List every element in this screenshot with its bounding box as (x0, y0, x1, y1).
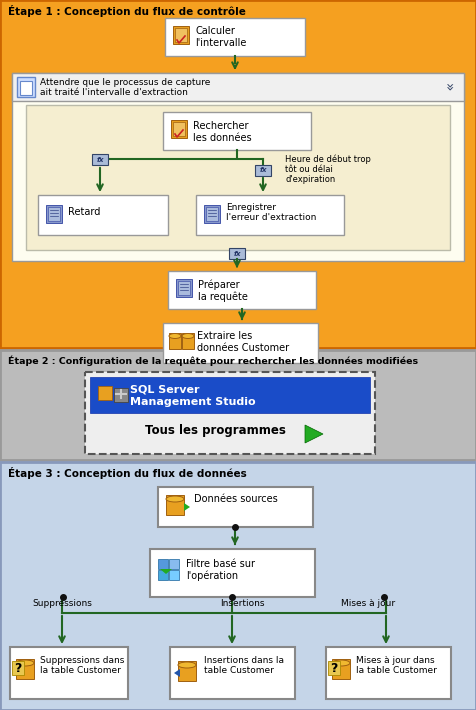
Bar (166, 495, 184, 515)
Bar (171, 120, 187, 138)
Polygon shape (305, 425, 323, 443)
Text: Insertions dans la
table Customer: Insertions dans la table Customer (204, 656, 284, 675)
Ellipse shape (182, 334, 194, 339)
Text: fx: fx (259, 168, 267, 173)
Text: Données sources: Données sources (194, 494, 278, 504)
Text: Tous les programmes: Tous les programmes (145, 424, 286, 437)
Ellipse shape (16, 660, 34, 666)
Bar (48, 207, 60, 221)
Bar (158, 570, 168, 580)
Bar (20, 81, 32, 95)
Bar (158, 487, 313, 527)
Text: Extraire les
données Customer: Extraire les données Customer (197, 331, 289, 353)
Text: »: » (441, 83, 455, 92)
Text: Enregistrer
l'erreur d'extraction: Enregistrer l'erreur d'extraction (226, 203, 317, 222)
Text: Suppressions dans
la table Customer: Suppressions dans la table Customer (40, 656, 124, 675)
Ellipse shape (169, 334, 181, 339)
Text: Suppressions: Suppressions (32, 599, 92, 608)
Bar (98, 386, 112, 400)
Polygon shape (184, 503, 190, 511)
Ellipse shape (166, 496, 184, 502)
Bar (163, 323, 318, 363)
Text: Mises à jour: Mises à jour (341, 599, 395, 608)
Text: ?: ? (14, 662, 22, 674)
Bar (182, 333, 194, 349)
Bar (165, 18, 305, 56)
Bar (175, 28, 187, 42)
Bar (38, 195, 168, 235)
Bar (204, 205, 220, 223)
Bar (169, 559, 179, 569)
Bar (169, 570, 179, 580)
Bar (12, 661, 24, 675)
Text: Retard: Retard (68, 207, 100, 217)
Bar (114, 388, 128, 402)
Bar (158, 559, 168, 569)
Bar (92, 154, 108, 165)
Bar (46, 205, 62, 223)
Text: ?: ? (330, 662, 337, 674)
Bar (10, 647, 128, 699)
Bar (85, 372, 375, 454)
Text: Filtre basé sur
l'opération: Filtre basé sur l'opération (186, 559, 255, 581)
Text: Calculer
l'intervalle: Calculer l'intervalle (195, 26, 247, 48)
Bar (12, 73, 464, 261)
Ellipse shape (332, 660, 350, 666)
Bar (196, 195, 344, 235)
Bar (173, 122, 185, 136)
Bar (0, 0, 476, 348)
Bar (90, 377, 370, 413)
Ellipse shape (178, 662, 196, 668)
Text: fx: fx (233, 251, 241, 256)
Bar (176, 279, 192, 297)
Text: Insertions: Insertions (220, 599, 265, 608)
Bar (0, 462, 476, 710)
Bar (0, 350, 476, 460)
Bar (150, 549, 315, 597)
Polygon shape (174, 669, 180, 677)
Bar (163, 112, 311, 150)
Text: Mises à jour dans
la table Customer: Mises à jour dans la table Customer (356, 656, 437, 675)
Text: Étape 2 : Configuration de la requête pour rechercher les données modifiées: Étape 2 : Configuration de la requête po… (8, 355, 418, 366)
Bar (255, 165, 271, 176)
Text: Préparer
la requête: Préparer la requête (198, 279, 248, 302)
Bar (229, 248, 245, 259)
Text: Étape 1 : Conception du flux de contrôle: Étape 1 : Conception du flux de contrôle (8, 5, 246, 17)
Bar (169, 333, 181, 349)
Text: Attendre que le processus de capture
ait traité l'intervalle d'extraction: Attendre que le processus de capture ait… (40, 78, 210, 97)
Bar (168, 271, 316, 309)
Polygon shape (160, 569, 172, 574)
Bar (173, 26, 189, 44)
Bar (17, 77, 35, 97)
Bar (206, 207, 218, 221)
Bar (178, 661, 196, 681)
Bar (328, 661, 340, 675)
Bar (332, 659, 350, 679)
Text: SQL Server
Management Studio: SQL Server Management Studio (130, 385, 256, 407)
Text: fx: fx (96, 156, 104, 163)
Text: Heure de début trop
tôt ou délai
d'expiration: Heure de début trop tôt ou délai d'expir… (285, 154, 371, 185)
Bar (178, 281, 190, 295)
Bar (170, 647, 295, 699)
Text: Rechercher
les données: Rechercher les données (193, 121, 252, 143)
Bar (326, 647, 451, 699)
Bar (26, 105, 450, 250)
Bar (12, 73, 464, 101)
Text: Étape 3 : Conception du flux de données: Étape 3 : Conception du flux de données (8, 467, 247, 479)
Bar (16, 659, 34, 679)
